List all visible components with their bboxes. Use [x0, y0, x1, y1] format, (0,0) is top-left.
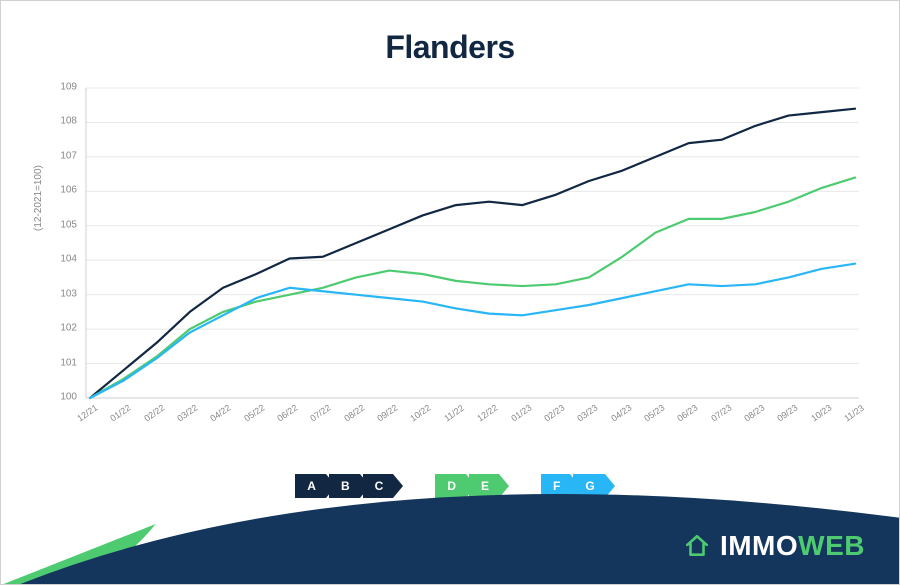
legend-label: E	[481, 479, 489, 493]
chart-svg	[86, 88, 859, 428]
y-tick-label: 109	[49, 82, 77, 93]
legend-label: B	[341, 479, 350, 493]
chart-area	[86, 88, 859, 428]
legend-item-C: C	[363, 474, 394, 498]
y-axis-label: (12-2021=100)	[33, 165, 44, 231]
y-tick-label: 101	[49, 357, 77, 368]
chart-card: Flanders (12-2021=100) ABCDEFG IMMOWEB 1…	[0, 0, 900, 585]
legend-group: DE	[435, 474, 499, 498]
brand-part1: IMMO	[720, 530, 798, 561]
brand-part2: WEB	[798, 530, 865, 561]
legend-item-G: G	[573, 474, 604, 498]
series-line-DE	[90, 178, 855, 398]
legend-label: D	[447, 479, 456, 493]
legend-item-D: D	[435, 474, 466, 498]
legend-group: A B C	[295, 474, 393, 498]
legend-item-A: A	[295, 474, 326, 498]
y-tick-label: 103	[49, 288, 77, 299]
legend-item-E: E	[469, 474, 499, 498]
y-tick-label: 104	[49, 254, 77, 265]
legend-label: A	[307, 479, 316, 493]
legend-label: C	[375, 479, 384, 493]
house-icon	[684, 533, 710, 559]
series-line-FG	[90, 264, 855, 398]
legend-label: F	[553, 479, 560, 493]
y-tick-label: 108	[49, 116, 77, 127]
legend-label: G	[585, 479, 594, 493]
footer-leaf	[1, 524, 156, 584]
series-line-ABC	[90, 109, 855, 398]
y-tick-label: 102	[49, 323, 77, 334]
y-tick-label: 107	[49, 150, 77, 161]
legend-group: FG	[541, 474, 605, 498]
legend: ABCDEFG	[1, 474, 899, 498]
legend-item-B: B	[329, 474, 360, 498]
y-tick-label: 105	[49, 219, 77, 230]
brand-logo: IMMOWEB	[684, 530, 865, 562]
y-tick-label: 106	[49, 185, 77, 196]
chart-title: Flanders	[1, 1, 899, 66]
legend-item-F: F	[541, 474, 570, 498]
y-tick-label: 100	[49, 392, 77, 403]
brand-text: IMMOWEB	[720, 530, 865, 562]
